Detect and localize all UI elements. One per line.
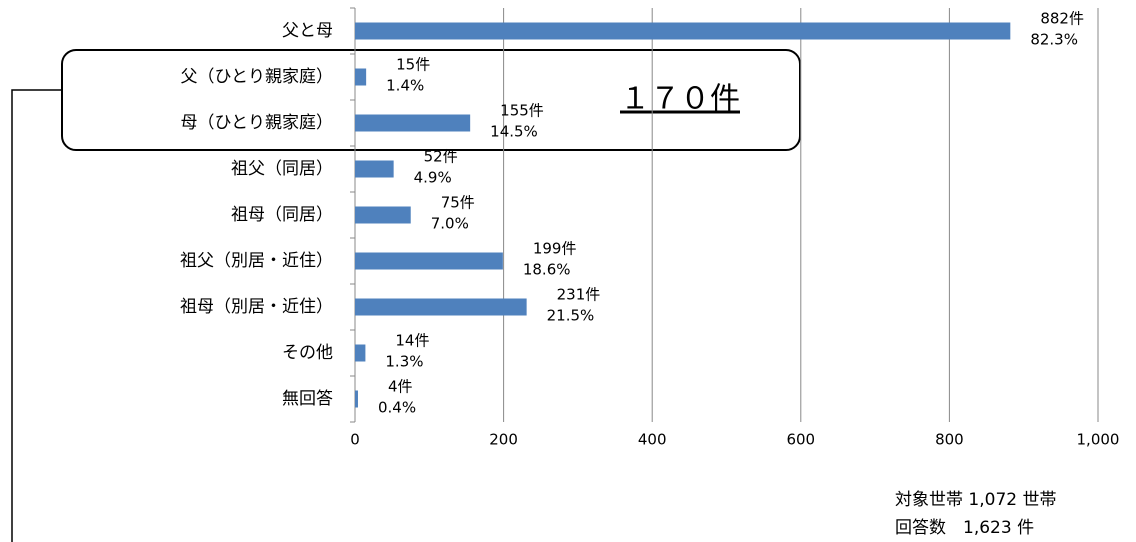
y-tick-label: 父（ひとり親家庭） (181, 67, 334, 87)
share-label: 0.4% (378, 399, 416, 417)
x-tick-label: 200 (489, 431, 518, 449)
x-tick-label: 800 (935, 431, 964, 449)
share-label: 14.5% (490, 123, 538, 141)
value-label: 199件 (533, 240, 577, 258)
x-tick-label: 1,000 (1077, 431, 1120, 449)
bar (355, 252, 503, 270)
y-tick-label: 祖父（別居・近住） (180, 251, 333, 271)
bar (355, 298, 527, 316)
bar (355, 206, 411, 224)
share-label: 1.4% (386, 77, 424, 95)
y-tick-label: 父と母 (282, 21, 333, 41)
value-label: 52件 (424, 148, 458, 166)
bar (355, 344, 366, 362)
bar (355, 68, 367, 86)
share-label: 82.3% (1030, 31, 1078, 49)
y-tick-label: 祖父（同居） (231, 159, 333, 179)
share-label: 18.6% (523, 261, 571, 279)
value-label: 231件 (557, 286, 601, 304)
highlight-box (61, 49, 801, 151)
y-tick-label: 祖母（同居） (231, 205, 333, 225)
value-label: 155件 (500, 102, 544, 120)
share-label: 4.9% (414, 169, 452, 187)
value-label: 882件 (1040, 10, 1084, 28)
x-tick-label: 0 (350, 431, 360, 449)
value-label: 75件 (441, 194, 475, 212)
x-tick-label: 400 (638, 431, 667, 449)
note: 対象世帯 1,072 世帯 (895, 490, 1056, 510)
annotation: １７０件 (620, 82, 740, 117)
x-tick-label: 600 (786, 431, 815, 449)
bar (355, 390, 358, 408)
value-label: 4件 (388, 378, 413, 396)
y-tick-label: 無回答 (282, 389, 333, 409)
y-tick-label: 祖母（別居・近住） (180, 297, 333, 317)
y-tick-label: その他 (282, 343, 333, 363)
y-tick-label: 母（ひとり親家庭） (181, 113, 334, 133)
value-label: 15件 (396, 56, 430, 74)
bar (355, 160, 394, 178)
bracket-line (11, 89, 62, 542)
value-label: 14件 (395, 332, 429, 350)
share-label: 1.3% (385, 353, 423, 371)
share-label: 7.0% (431, 215, 469, 233)
note: 回答数 1,623 件 (895, 518, 1034, 538)
bar (355, 22, 1011, 40)
share-label: 21.5% (547, 307, 595, 325)
bar (355, 114, 471, 132)
